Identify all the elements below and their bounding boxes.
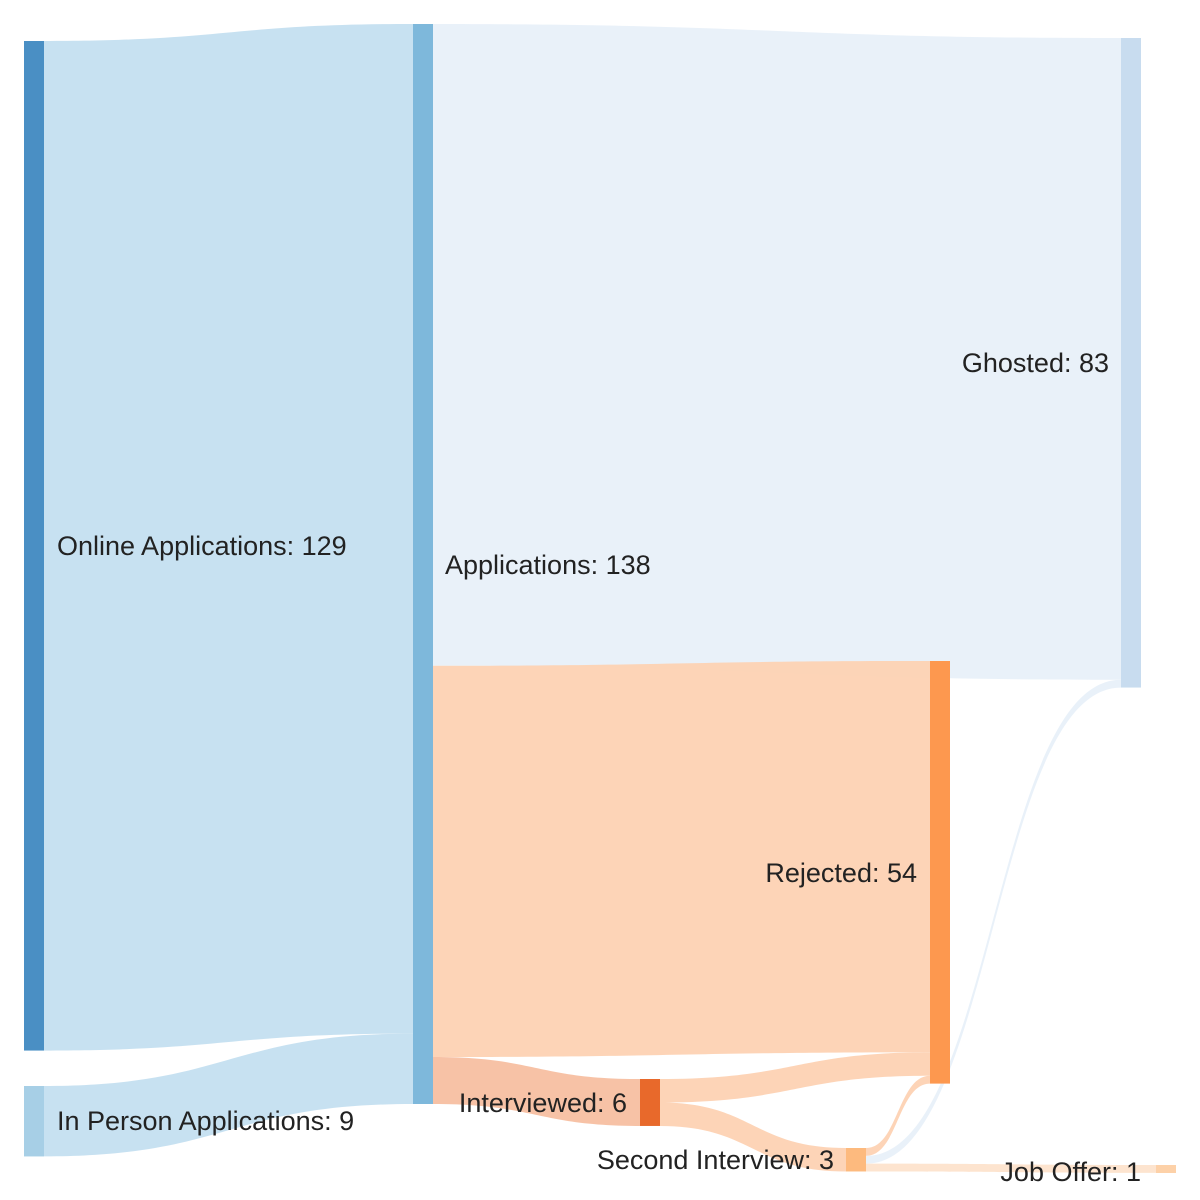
sankey-nodes [24, 24, 1176, 1173]
label-second: Second Interview: 3 [597, 1145, 834, 1175]
node-inperson [24, 1086, 44, 1157]
link-apps-to-ghosted [433, 24, 1121, 680]
node-second [846, 1148, 866, 1172]
label-online: Online Applications: 129 [57, 531, 347, 561]
node-apps [413, 24, 433, 1104]
sankey-labels: Online Applications: 129 In Person Appli… [57, 348, 1141, 1187]
link-apps-to-rejected [433, 661, 930, 1058]
link-interview-to-second [660, 1102, 846, 1172]
label-offer: Job Offer: 1 [1000, 1157, 1141, 1187]
label-interview: Interviewed: 6 [459, 1088, 627, 1118]
node-ghosted [1121, 38, 1141, 688]
link-second-to-rejected [866, 1075, 930, 1156]
label-apps: Applications: 138 [445, 550, 651, 580]
link-second-to-ghosted [866, 679, 1121, 1164]
sankey-links [44, 24, 1156, 1173]
node-rejected [930, 661, 950, 1084]
label-inperson: In Person Applications: 9 [57, 1106, 354, 1136]
node-online [24, 41, 44, 1051]
label-rejected: Rejected: 54 [765, 858, 917, 888]
link-online-to-apps [44, 24, 413, 1051]
label-ghosted: Ghosted: 83 [962, 348, 1109, 378]
link-apps-to-interview [433, 1057, 640, 1126]
link-inperson-to-apps [44, 1033, 413, 1157]
node-offer [1156, 1165, 1176, 1173]
link-second-to-offer [866, 1163, 1156, 1173]
node-interview [640, 1079, 660, 1126]
link-interview-to-rejected [660, 1052, 930, 1103]
